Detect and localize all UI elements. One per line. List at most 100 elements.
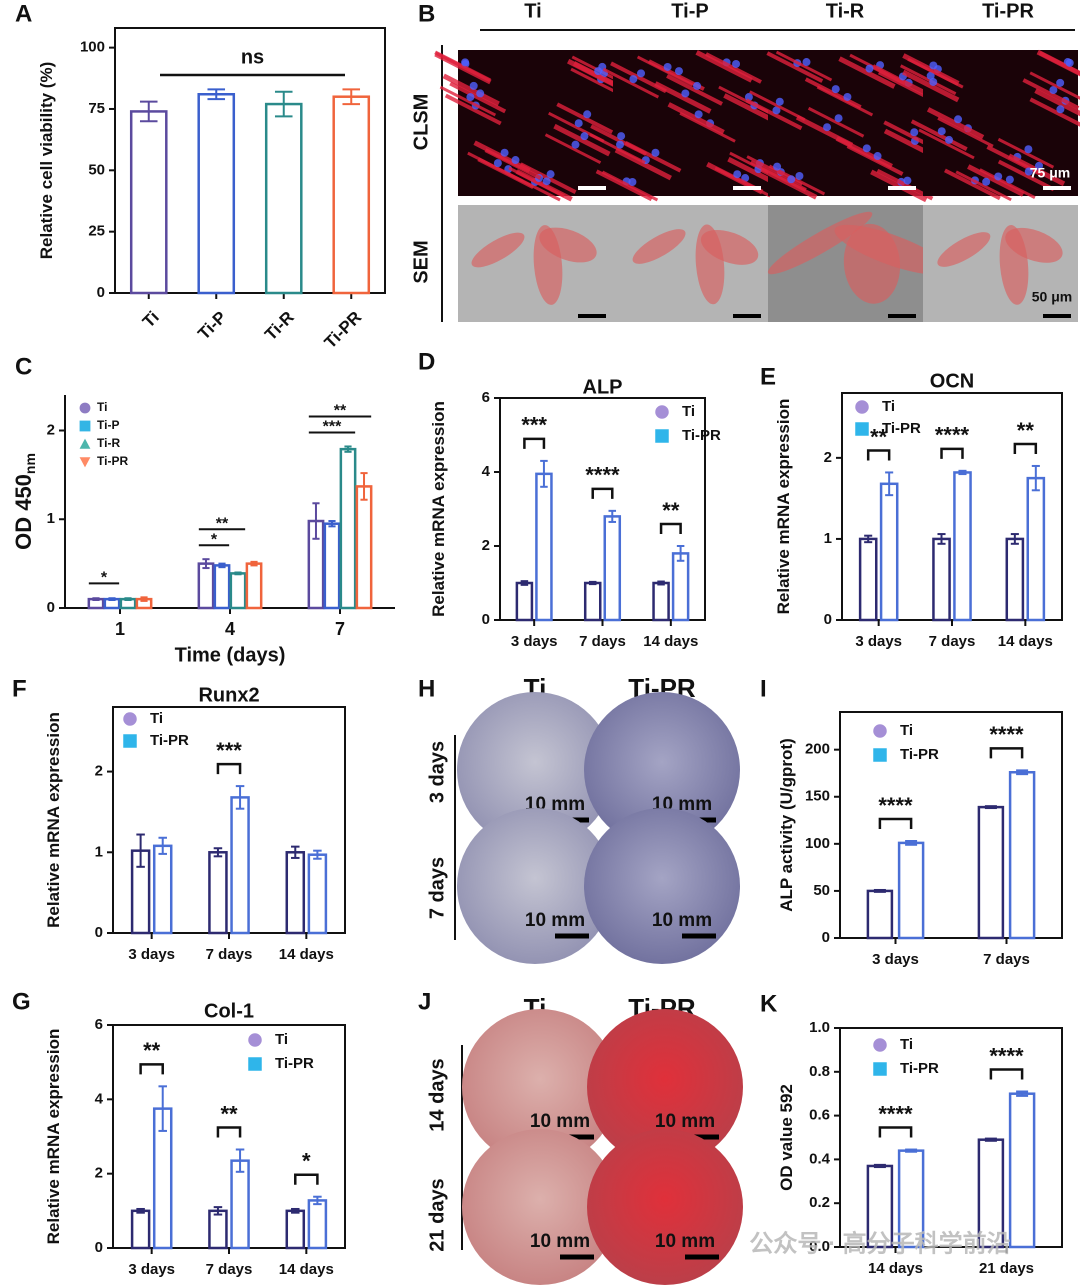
actin-fiber	[467, 151, 524, 183]
significance-bracket	[216, 1126, 242, 1138]
error-bar	[1016, 1090, 1029, 1097]
error-bar	[139, 100, 158, 123]
actin-fiber	[666, 74, 723, 106]
bar	[515, 581, 534, 622]
x-tick-label: 7	[335, 619, 345, 639]
panel-letter: C	[15, 353, 32, 380]
row-label: 7 days	[426, 857, 448, 919]
bar	[652, 581, 670, 622]
x-tick-label: Ti-P	[194, 308, 230, 344]
nucleus	[834, 114, 843, 123]
legend-marker	[855, 422, 869, 436]
error-bar	[984, 805, 997, 810]
nucleus	[945, 135, 954, 144]
significance-label: *	[211, 531, 218, 548]
x-tick-label: 3 days	[128, 946, 175, 963]
error-bar	[905, 1148, 918, 1153]
stained-dish	[457, 808, 613, 964]
chart-title: ALP	[583, 376, 623, 398]
legend-label: Ti	[900, 1036, 913, 1053]
y-tick-label: 0	[482, 611, 490, 628]
row-label: CLSM	[410, 94, 432, 151]
actin-fiber	[795, 114, 854, 148]
legend-marker	[873, 724, 887, 738]
y-axis-label-main: Relative mRNA expression	[774, 399, 793, 615]
chart-title: OCN	[930, 370, 974, 392]
significance-label: **	[1017, 418, 1035, 443]
y-tick-label: 2	[95, 763, 103, 780]
cell-overlay	[471, 232, 525, 268]
panel-letter: J	[418, 988, 431, 1015]
y-tick-label: 2	[47, 421, 55, 438]
panel-letter: D	[418, 348, 435, 375]
significance-label: **	[334, 403, 347, 420]
bar	[197, 562, 215, 610]
actin-fiber	[553, 123, 611, 157]
column-label: Ti-PR	[982, 0, 1034, 22]
y-axis-label-main: Relative mRNA expression	[44, 712, 63, 928]
y-axis-label: Relative mRNA expression	[429, 401, 448, 617]
row-label: 21 days	[426, 1178, 448, 1251]
actin-fiber	[967, 164, 1025, 197]
y-tick-label: 0	[824, 611, 832, 628]
nucleus	[775, 97, 784, 106]
cell-overlay	[834, 224, 948, 275]
y-tick-label: 1.0	[809, 1019, 830, 1036]
nucleus	[493, 159, 502, 168]
error-bar	[984, 1137, 997, 1142]
column-label: Ti-R	[826, 0, 865, 22]
x-tick-label: 3 days	[872, 951, 919, 968]
legend-label: Ti	[682, 403, 695, 420]
plot-frame	[839, 1027, 1063, 1248]
row-label: 3 days	[426, 741, 448, 803]
nucleus	[1056, 78, 1065, 87]
legend-marker	[873, 748, 887, 762]
actin-fiber	[442, 73, 500, 107]
bar	[897, 841, 925, 940]
bar	[953, 471, 972, 622]
nucleus	[823, 123, 832, 132]
nucleus	[865, 64, 874, 73]
y-axis-label-main: OD value 592	[777, 1084, 796, 1191]
error-bar	[207, 88, 226, 101]
actin-fiber	[695, 50, 753, 83]
stained-dish	[587, 1129, 743, 1285]
legend-marker	[873, 1062, 887, 1076]
error-bar	[108, 597, 116, 602]
legend-marker	[123, 712, 137, 726]
y-axis-label-main: OD 450	[11, 474, 36, 550]
y-tick-label: 100	[805, 835, 830, 852]
nucleus	[500, 148, 509, 157]
nucleus	[744, 93, 753, 102]
error-bar	[92, 597, 100, 602]
y-tick-label: 75	[88, 100, 105, 117]
actin-fiber	[766, 51, 824, 83]
error-bar	[657, 580, 665, 586]
significance-label: **	[143, 1038, 161, 1063]
bar	[977, 1138, 1005, 1249]
actin-fiber	[955, 170, 1012, 202]
stained-dish	[584, 692, 740, 848]
significance-label: ****	[989, 1043, 1024, 1068]
nucleus	[1005, 175, 1014, 184]
x-tick-label: 7 days	[983, 951, 1030, 968]
actin-fiber	[624, 140, 682, 173]
actin-fiber	[439, 85, 497, 117]
significance-label: ***	[323, 419, 342, 436]
cell-overlay	[1005, 227, 1063, 263]
bar	[866, 1164, 894, 1249]
column-label: Ti	[524, 0, 541, 22]
bar	[307, 853, 328, 935]
panel-letter: G	[12, 988, 31, 1015]
error-bar	[291, 1207, 300, 1214]
nucleus	[546, 170, 555, 179]
actin-fiber	[768, 164, 826, 196]
nucleus	[773, 162, 782, 171]
y-tick-label: 0	[97, 284, 105, 301]
y-axis-label-main: ALP activity (U/gprot)	[777, 738, 796, 911]
significance-bracket	[139, 1063, 164, 1075]
row-label: 14 days	[426, 1058, 448, 1131]
y-tick-label: 0	[95, 924, 103, 941]
error-bar	[136, 1207, 145, 1214]
